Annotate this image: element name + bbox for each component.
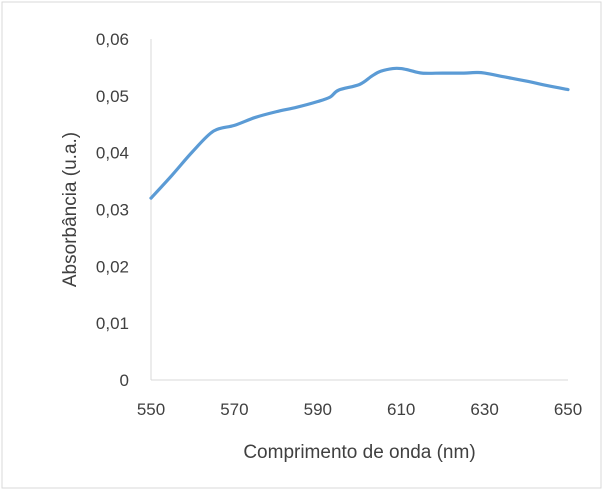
series-line (149, 66, 570, 200)
y-tick-labels: 0 0,01 0,02 0,03 0,04 0,05 0,06 (96, 30, 129, 390)
x-tick-label: 590 (304, 400, 332, 419)
x-tick-label: 570 (220, 400, 248, 419)
x-tick-label: 630 (470, 400, 498, 419)
y-tick-label: 0,06 (96, 30, 129, 49)
y-tick-label: 0,04 (96, 144, 129, 163)
x-tick-label: 610 (387, 400, 415, 419)
x-tick-label: 550 (137, 400, 165, 419)
y-tick-label: 0 (120, 371, 129, 390)
y-axis-title: Absorbância (u.a.) (60, 132, 81, 287)
x-axis-title: Comprimento de onda (nm) (243, 442, 475, 463)
y-tick-label: 0,03 (96, 201, 129, 220)
y-tick-label: 0,02 (96, 257, 129, 276)
y-tick-label: 0,01 (96, 314, 129, 333)
series-layer (149, 66, 570, 200)
y-tick-label: 0,05 (96, 87, 129, 106)
x-tick-labels: 550 570 590 610 630 650 (137, 400, 582, 419)
x-tick-label: 650 (554, 400, 582, 419)
